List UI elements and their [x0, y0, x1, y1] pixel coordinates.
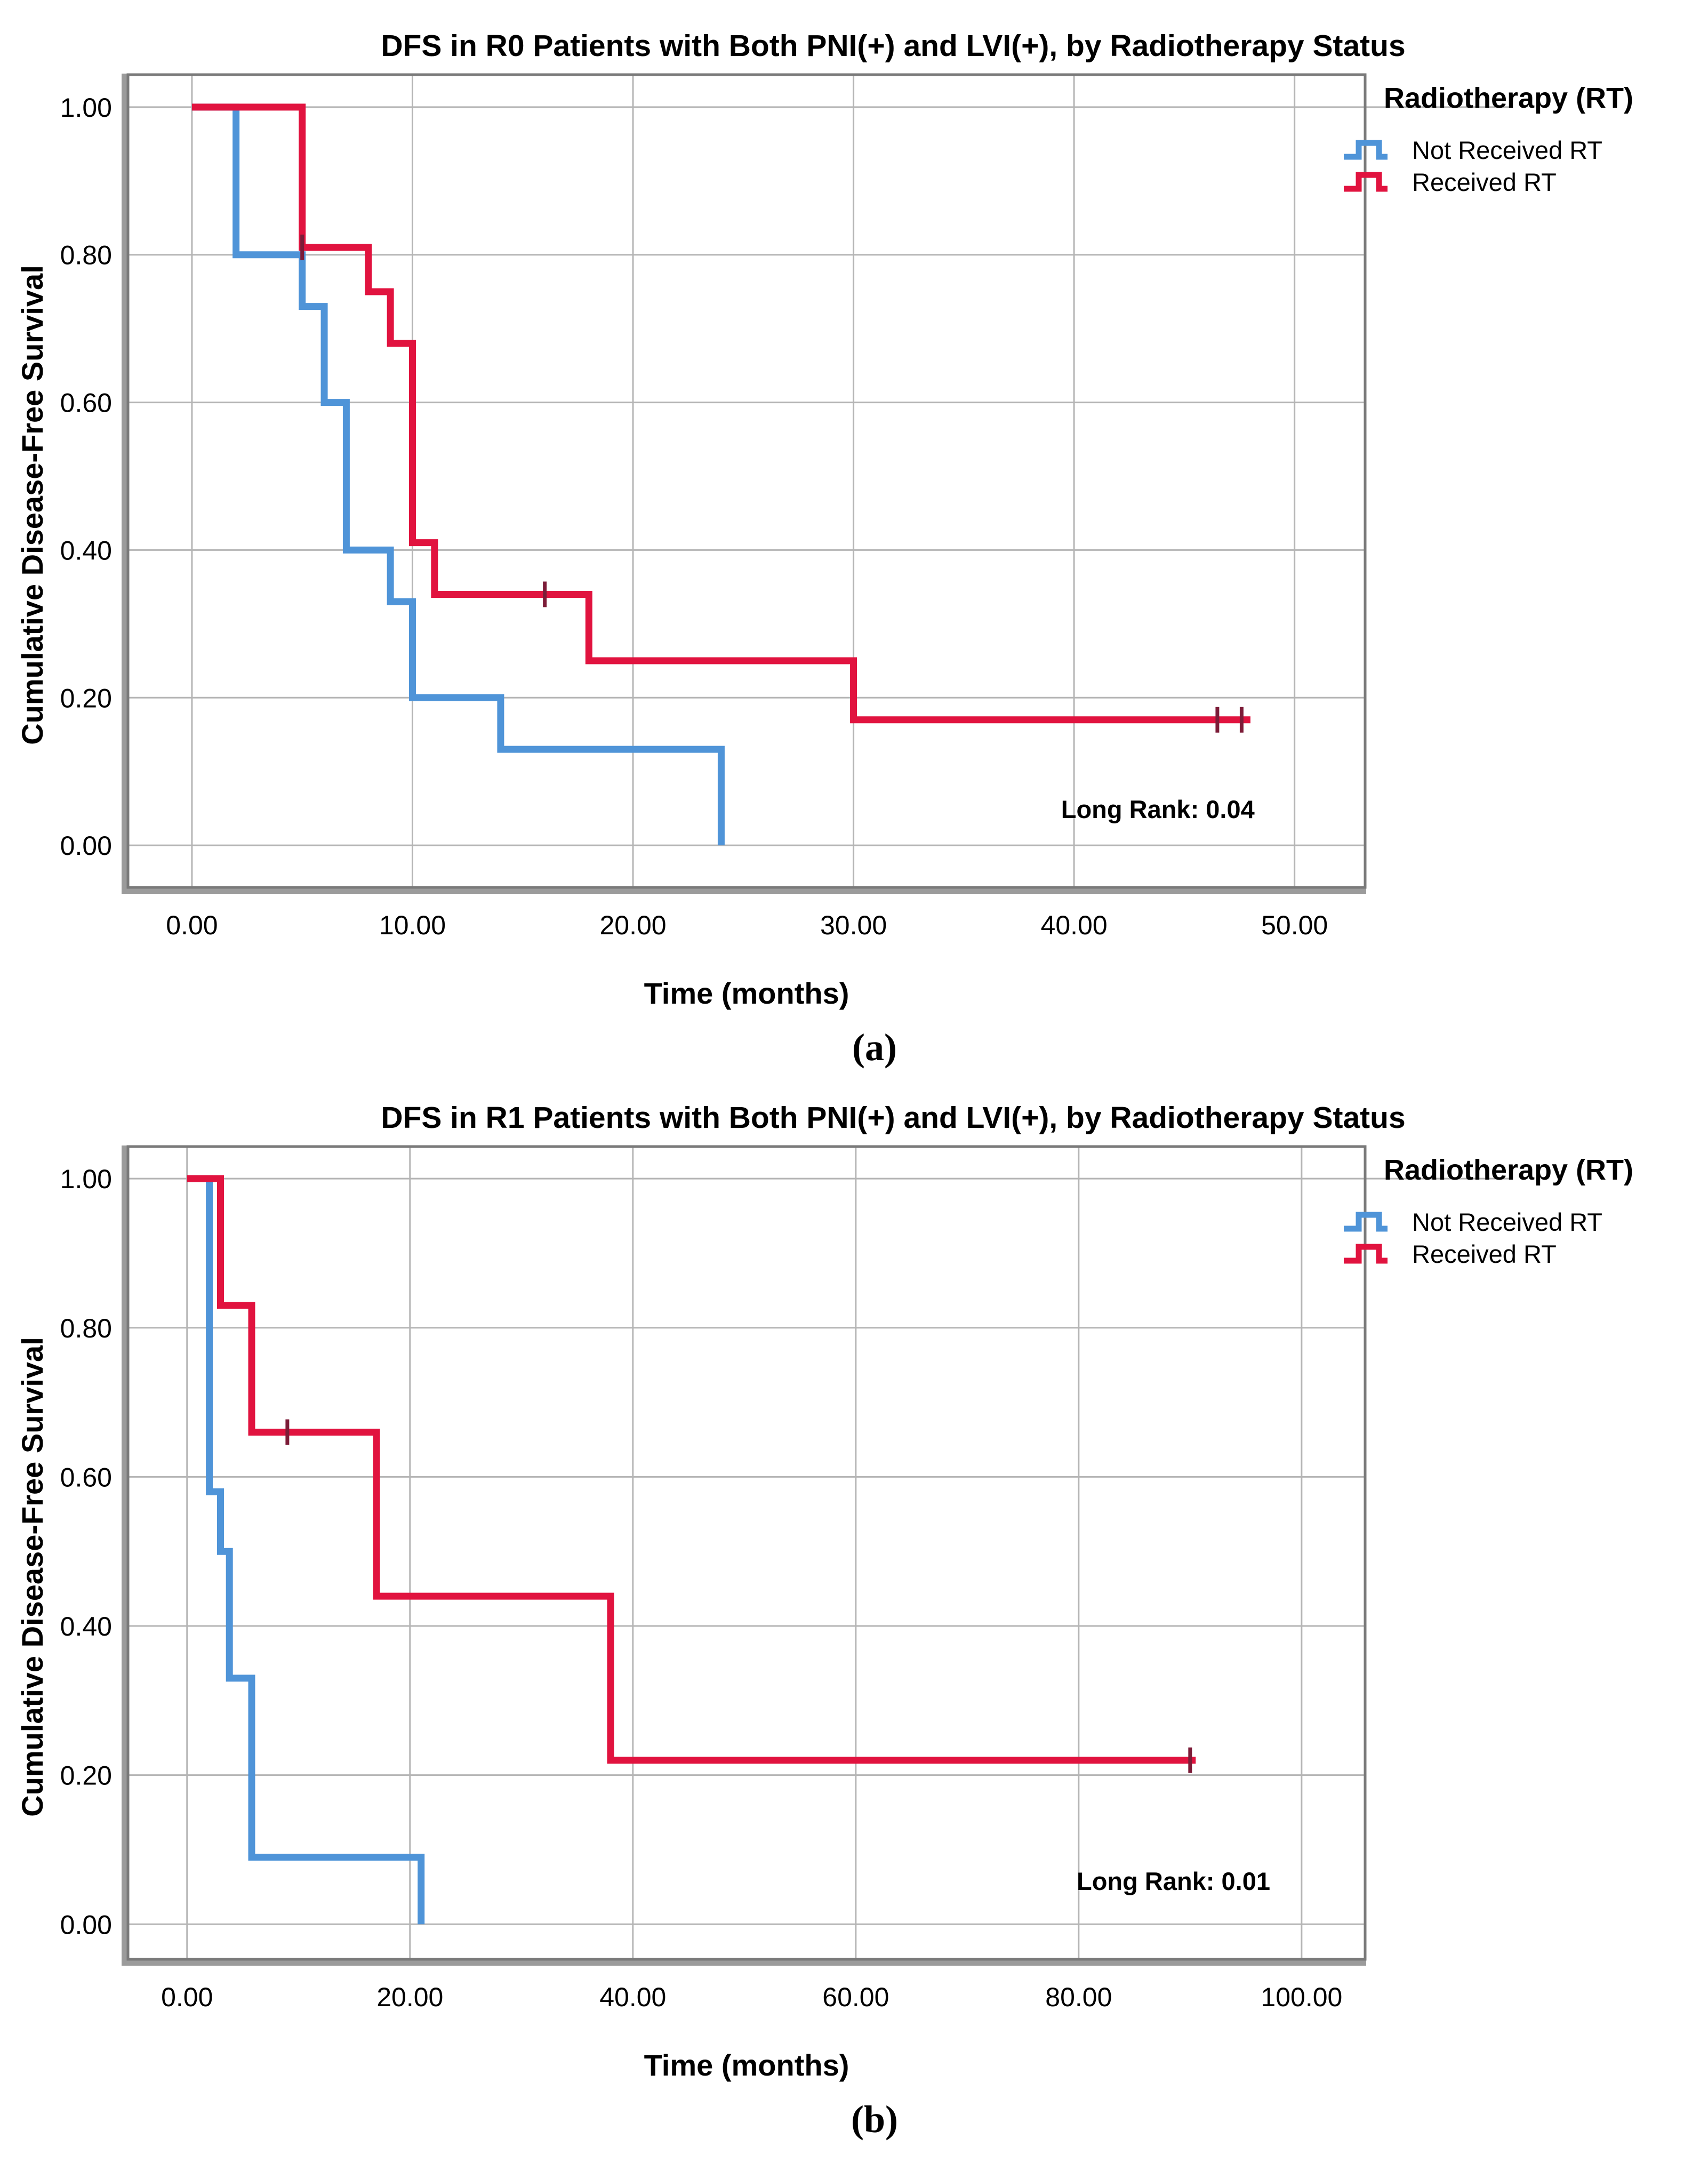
x-tick-label: 20.00	[599, 910, 666, 940]
x-tick-label: 10.00	[379, 910, 446, 940]
survival-curve-blue	[187, 1175, 425, 1925]
x-tick-label: 50.00	[1261, 910, 1328, 940]
legend-marker-red	[1344, 1244, 1388, 1264]
x-tick-label: 0.00	[161, 1982, 213, 2012]
legend-marker-blue	[1344, 140, 1388, 160]
panel-caption: (b)	[851, 2098, 898, 2141]
x-tick-label: 20.00	[376, 1982, 443, 2012]
chart-title: DFS in R0 Patients with Both PNI(+) and …	[381, 29, 1405, 63]
legend-marker-red	[1344, 172, 1388, 192]
x-tick-label: 40.00	[1041, 910, 1108, 940]
y-tick-label: 0.60	[60, 388, 112, 418]
plot-frame	[126, 73, 1367, 889]
y-tick-label: 0.20	[60, 1761, 112, 1791]
legend-item-label: Received RT	[1412, 168, 1557, 196]
y-tick-label: 0.80	[60, 241, 112, 270]
survival-curve-red	[191, 103, 1250, 724]
x-tick-label: 60.00	[822, 1982, 889, 2012]
y-tick-label: 0.20	[60, 683, 112, 713]
x-tick-label: 0.00	[166, 910, 218, 940]
legend-title: Radiotherapy (RT)	[1384, 82, 1633, 114]
logrank-annotation: Long Rank: 0.04	[1061, 795, 1255, 823]
y-tick-label: 1.00	[60, 93, 112, 123]
plot-frame	[126, 1145, 1367, 1961]
panel-caption: (a)	[852, 1026, 897, 1069]
legend-item-label: Received RT	[1412, 1240, 1557, 1268]
y-axis-label: Cumulative Disease-Free Survival	[15, 265, 49, 745]
x-axis-label: Time (months)	[644, 2048, 849, 2082]
x-tick-label: 40.00	[599, 1982, 666, 2012]
y-tick-label: 1.00	[60, 1164, 112, 1194]
legend-marker-blue	[1344, 1212, 1388, 1232]
y-tick-label: 0.60	[60, 1462, 112, 1492]
y-tick-label: 0.40	[60, 535, 112, 565]
y-tick-label: 0.40	[60, 1612, 112, 1641]
y-tick-label: 0.00	[60, 1910, 112, 1940]
x-tick-label: 30.00	[820, 910, 887, 940]
y-tick-label: 0.80	[60, 1313, 112, 1343]
y-tick-label: 0.00	[60, 831, 112, 861]
km-chart-a-canvas: DFS in R0 Patients with Both PNI(+) and …	[15, 29, 1633, 1069]
legend-item-label: Not Received RT	[1412, 136, 1602, 164]
y-axis-label: Cumulative Disease-Free Survival	[15, 1337, 49, 1817]
legend-item-label: Not Received RT	[1412, 1208, 1602, 1236]
x-axis-label: Time (months)	[644, 976, 849, 1010]
x-tick-label: 100.00	[1261, 1982, 1342, 2012]
x-tick-label: 80.00	[1045, 1982, 1112, 2012]
survival-curve-red	[187, 1175, 1196, 1764]
legend-title: Radiotherapy (RT)	[1384, 1154, 1633, 1186]
km-chart-b-canvas: DFS in R1 Patients with Both PNI(+) and …	[15, 1101, 1633, 2141]
km-chart-a: DFS in R0 Patients with Both PNI(+) and …	[0, 16, 1708, 1088]
survival-curve-blue	[191, 103, 725, 846]
km-chart-b: DFS in R1 Patients with Both PNI(+) and …	[0, 1088, 1708, 2160]
logrank-annotation: Long Rank: 0.01	[1077, 1867, 1270, 1895]
chart-title: DFS in R1 Patients with Both PNI(+) and …	[381, 1101, 1405, 1135]
